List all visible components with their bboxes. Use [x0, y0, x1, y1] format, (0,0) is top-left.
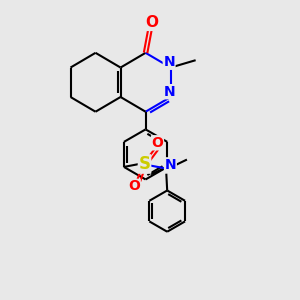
Text: N: N [163, 85, 175, 99]
Text: S: S [139, 155, 151, 173]
Text: O: O [128, 179, 140, 194]
Text: N: N [163, 55, 175, 69]
Text: O: O [152, 136, 164, 150]
Text: N: N [165, 158, 176, 172]
Text: O: O [145, 15, 158, 30]
